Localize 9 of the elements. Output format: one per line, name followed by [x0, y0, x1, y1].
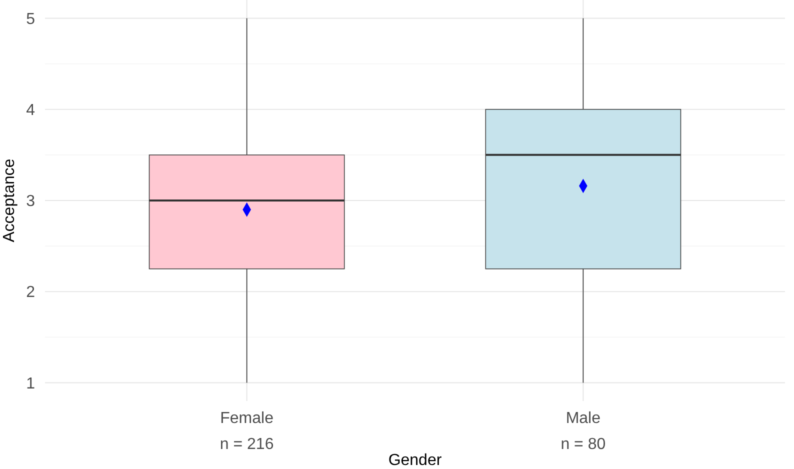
x-tick-label: Male n = 80: [560, 410, 606, 453]
y-tick-label: 4: [26, 102, 36, 119]
x-axis-title: Gender: [388, 452, 442, 469]
x-tick-label: Female n = 216: [220, 410, 274, 453]
y-tick-label: 3: [26, 193, 36, 210]
y-tick-label: 5: [26, 10, 36, 28]
y-tick-label: 1: [26, 375, 36, 392]
y-axis-title: Acceptance: [1, 158, 18, 242]
y-tick-label: 2: [26, 284, 36, 302]
